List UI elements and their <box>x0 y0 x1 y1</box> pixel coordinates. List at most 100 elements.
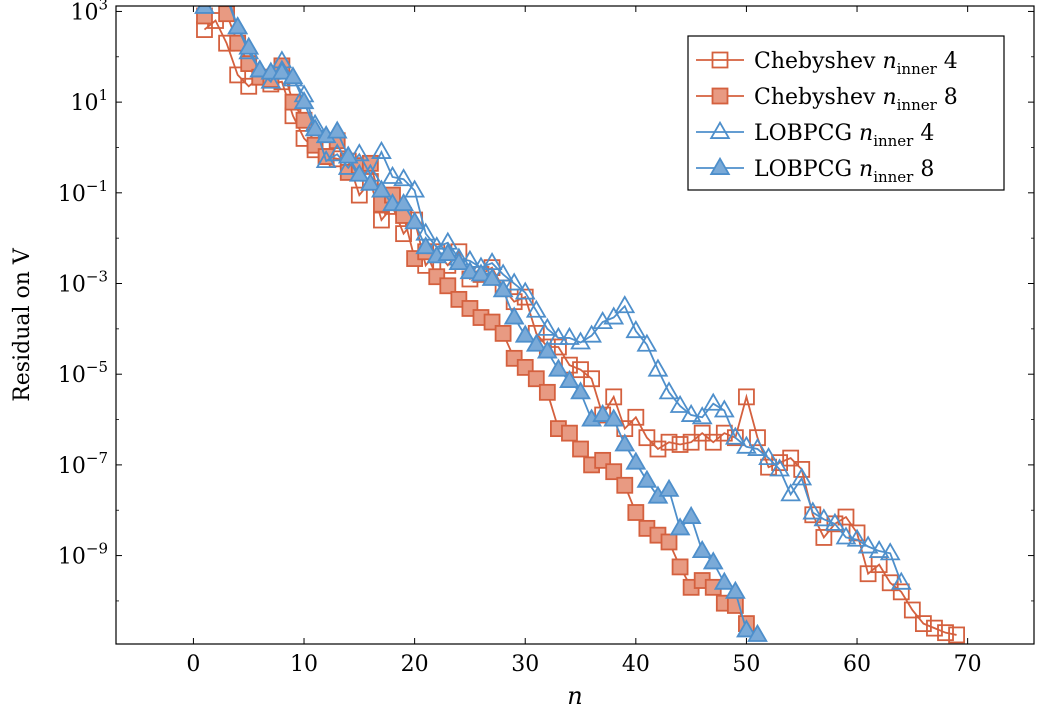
y-tick-label: 10−1 <box>58 177 108 207</box>
legend-swatch-marker <box>709 120 731 139</box>
data-point <box>218 0 236 4</box>
y-axis-label: Residual on V <box>10 247 35 402</box>
legend-item: LOBPCG ninner 8 <box>696 156 934 186</box>
data-point <box>348 143 370 162</box>
data-point <box>658 478 680 497</box>
data-point <box>393 193 414 212</box>
data-point <box>538 383 556 401</box>
data-point <box>603 306 625 325</box>
legend: Chebyshev ninner 4 Chebyshev ninner 8 LOBP… <box>687 35 1005 191</box>
data-point <box>326 120 348 139</box>
y-axis: 103 101 10−1 10−3 10−5 10−7 10−9 <box>58 0 1034 602</box>
data-point <box>691 406 713 425</box>
data-point <box>691 539 713 558</box>
data-point <box>614 433 636 452</box>
legend-label: LOBPCG ninner 4 <box>754 121 934 150</box>
data-point <box>282 66 304 85</box>
data-point <box>903 601 921 619</box>
data-point <box>583 370 600 388</box>
data-point <box>616 476 634 494</box>
data-point <box>671 558 689 576</box>
data-point <box>238 36 260 55</box>
y-tick-label: 10−3 <box>58 268 108 298</box>
x-tick-label: 40 <box>622 652 650 677</box>
x-tick-label: 70 <box>954 652 982 677</box>
data-point <box>890 571 912 590</box>
data-point <box>937 624 954 642</box>
data-point <box>536 340 558 359</box>
data-point <box>439 277 457 295</box>
data-point <box>815 529 833 546</box>
data-point <box>638 429 656 447</box>
data-point <box>371 140 392 159</box>
x-axis-label: n <box>567 682 582 710</box>
y-tick-label: 101 <box>70 86 108 116</box>
data-point <box>227 16 249 35</box>
y-tick-label: 10−9 <box>58 540 108 570</box>
legend-item: Chebyshev ninner 8 <box>696 85 958 114</box>
data-point <box>304 118 326 137</box>
data-point <box>395 225 412 243</box>
data-point <box>404 211 426 230</box>
legend-swatch-marker <box>711 87 729 105</box>
data-point <box>680 403 702 422</box>
y-tick-label: 10−7 <box>58 449 108 479</box>
data-point <box>415 236 437 255</box>
data-point <box>382 165 403 184</box>
legend-label: LOBPCG ninner 8 <box>754 157 934 186</box>
data-point <box>791 467 813 486</box>
data-point <box>561 424 578 442</box>
data-point <box>647 358 669 377</box>
data-point <box>660 433 678 451</box>
data-point <box>470 263 492 282</box>
data-point <box>859 565 877 583</box>
data-point <box>636 333 658 352</box>
plot-frame <box>115 5 1035 645</box>
data-point <box>240 77 258 95</box>
data-point <box>713 571 735 590</box>
data-point <box>769 458 791 477</box>
data-point <box>570 381 591 400</box>
legend-swatch-marker <box>709 156 731 175</box>
data-point <box>669 394 691 413</box>
data-point <box>503 306 525 325</box>
data-point <box>837 508 855 526</box>
data-point <box>260 70 282 89</box>
data-point <box>548 358 569 377</box>
data-point <box>271 61 293 80</box>
x-tick-label: 0 <box>186 652 200 677</box>
data-point <box>780 483 802 502</box>
data-point <box>813 508 835 527</box>
data-point <box>868 539 890 558</box>
data-point <box>857 535 879 554</box>
data-point <box>802 501 824 520</box>
data-point <box>494 324 512 342</box>
data-point <box>572 361 589 379</box>
series-layer <box>194 0 965 644</box>
data-point <box>614 295 636 314</box>
data-point <box>393 168 414 187</box>
data-point <box>704 433 722 451</box>
data-point <box>581 324 602 343</box>
series-4 <box>194 6 768 642</box>
data-point <box>627 408 645 426</box>
data-point <box>514 324 536 343</box>
data-point <box>348 163 370 182</box>
data-point <box>536 317 558 336</box>
data-point <box>724 426 746 445</box>
data-point <box>437 242 459 261</box>
data-point <box>249 59 271 78</box>
data-point <box>548 326 569 345</box>
data-point <box>738 388 755 406</box>
data-point <box>835 526 857 545</box>
data-point <box>337 145 359 164</box>
data-point <box>603 408 625 427</box>
data-point <box>337 156 359 175</box>
data-point <box>669 517 691 536</box>
data-point <box>326 143 348 162</box>
data-point <box>693 424 711 442</box>
legend-swatch-marker <box>711 51 729 69</box>
data-point <box>736 619 757 638</box>
x-axis: 0 10 20 30 40 50 60 70 <box>186 6 982 677</box>
